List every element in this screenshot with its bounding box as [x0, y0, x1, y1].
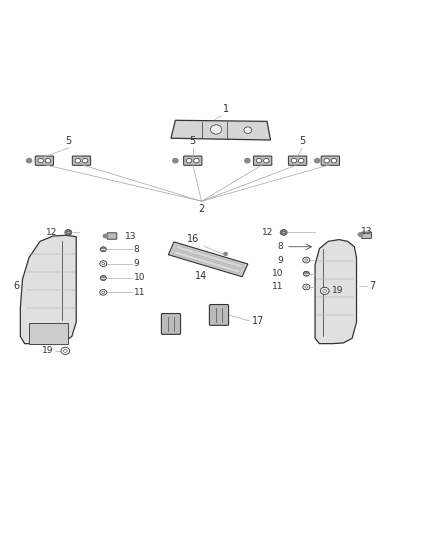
- Circle shape: [324, 158, 329, 163]
- Circle shape: [100, 261, 107, 266]
- FancyBboxPatch shape: [362, 232, 371, 238]
- Polygon shape: [173, 251, 240, 273]
- Text: 5: 5: [190, 136, 196, 146]
- Circle shape: [45, 158, 51, 163]
- Circle shape: [173, 158, 178, 163]
- Circle shape: [264, 158, 269, 163]
- Circle shape: [224, 253, 227, 255]
- Circle shape: [303, 284, 310, 290]
- Circle shape: [64, 349, 67, 352]
- Circle shape: [303, 257, 310, 263]
- Text: 6: 6: [14, 281, 20, 291]
- FancyBboxPatch shape: [184, 156, 202, 165]
- Circle shape: [103, 234, 108, 238]
- Circle shape: [299, 158, 304, 163]
- Circle shape: [305, 259, 308, 261]
- Circle shape: [280, 230, 287, 235]
- FancyBboxPatch shape: [72, 156, 91, 165]
- Text: 13: 13: [125, 231, 137, 240]
- Text: 10: 10: [134, 273, 145, 282]
- Circle shape: [244, 127, 252, 133]
- Circle shape: [82, 158, 88, 163]
- Circle shape: [282, 231, 285, 233]
- Text: 10: 10: [272, 269, 284, 278]
- Text: 16: 16: [187, 235, 199, 244]
- FancyBboxPatch shape: [35, 156, 53, 165]
- Circle shape: [100, 289, 107, 295]
- Circle shape: [305, 286, 308, 288]
- Text: 14: 14: [195, 271, 208, 281]
- Text: 9: 9: [278, 255, 284, 264]
- Text: 7: 7: [370, 281, 376, 291]
- Circle shape: [75, 158, 81, 163]
- Circle shape: [358, 233, 363, 236]
- Polygon shape: [20, 235, 76, 344]
- Circle shape: [102, 291, 105, 294]
- Text: 19: 19: [332, 286, 343, 295]
- Circle shape: [245, 158, 250, 163]
- FancyBboxPatch shape: [29, 323, 68, 344]
- Text: 17: 17: [252, 316, 264, 326]
- FancyBboxPatch shape: [107, 233, 117, 239]
- Circle shape: [38, 158, 43, 163]
- Circle shape: [187, 158, 192, 163]
- Circle shape: [320, 287, 329, 295]
- FancyBboxPatch shape: [161, 313, 180, 334]
- Polygon shape: [315, 240, 357, 344]
- Text: 12: 12: [262, 228, 274, 237]
- Circle shape: [61, 347, 70, 354]
- Circle shape: [323, 289, 326, 293]
- Circle shape: [210, 125, 222, 134]
- Polygon shape: [176, 245, 243, 268]
- Text: 8: 8: [134, 245, 140, 254]
- Circle shape: [314, 158, 320, 163]
- Polygon shape: [171, 120, 271, 140]
- FancyBboxPatch shape: [254, 156, 272, 165]
- FancyBboxPatch shape: [288, 156, 307, 165]
- Polygon shape: [168, 242, 248, 277]
- Text: 11: 11: [134, 288, 145, 297]
- Circle shape: [303, 271, 309, 276]
- Text: 2: 2: [198, 204, 205, 214]
- Circle shape: [100, 247, 106, 252]
- Text: 5: 5: [299, 136, 305, 146]
- Circle shape: [102, 262, 105, 265]
- Text: 13: 13: [361, 227, 372, 236]
- FancyBboxPatch shape: [209, 304, 229, 325]
- FancyBboxPatch shape: [321, 156, 339, 165]
- Circle shape: [26, 158, 32, 163]
- Text: 8: 8: [278, 243, 284, 251]
- Text: 9: 9: [134, 259, 140, 268]
- Text: 5: 5: [65, 136, 71, 146]
- Circle shape: [194, 158, 199, 163]
- Text: 12: 12: [46, 228, 57, 237]
- Circle shape: [256, 158, 261, 163]
- Circle shape: [100, 276, 106, 280]
- Text: 1: 1: [223, 104, 229, 114]
- Text: 19: 19: [42, 346, 53, 356]
- Circle shape: [291, 158, 297, 163]
- Circle shape: [67, 231, 70, 233]
- Text: 11: 11: [272, 282, 284, 292]
- Circle shape: [65, 230, 72, 235]
- Circle shape: [331, 158, 337, 163]
